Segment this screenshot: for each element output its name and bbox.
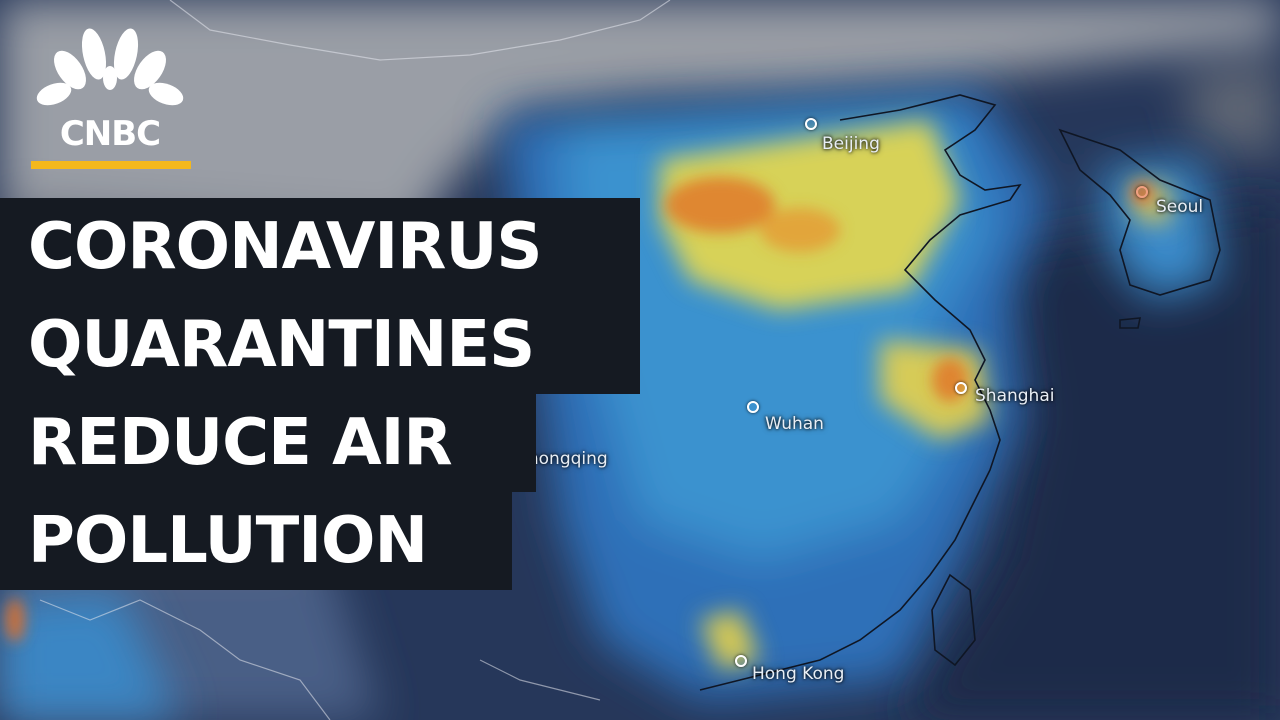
peacock-icon	[36, 28, 184, 106]
headline-line-4: POLLUTION	[0, 492, 512, 590]
beijing-marker	[805, 118, 817, 130]
seoul-marker	[1136, 186, 1148, 198]
shanghai-marker	[955, 382, 967, 394]
cnbc-logo: CNBC	[28, 24, 192, 174]
wuhan-label: Wuhan	[765, 414, 824, 434]
shanghai-label: Shanghai	[975, 386, 1055, 406]
headline-line-1: CORONAVIRUS	[0, 198, 640, 296]
chongqing-label: Chongqing	[516, 449, 608, 469]
hong-kong-label: Hong Kong	[752, 664, 845, 684]
beijing-label: Beijing	[822, 134, 880, 154]
hong-kong-marker	[735, 655, 747, 667]
headline-line-2: QUARANTINES	[0, 296, 640, 394]
wuhan-marker	[747, 401, 759, 413]
cnbc-wordmark: CNBC	[59, 114, 161, 154]
seoul-label: Seoul	[1156, 197, 1204, 217]
headline-line-3: REDUCE AIR	[0, 394, 536, 492]
borders	[39, 0, 671, 720]
cnbc-accent-bar	[31, 161, 191, 169]
ocean-layer	[900, 200, 1280, 720]
coastline	[699, 94, 1221, 691]
